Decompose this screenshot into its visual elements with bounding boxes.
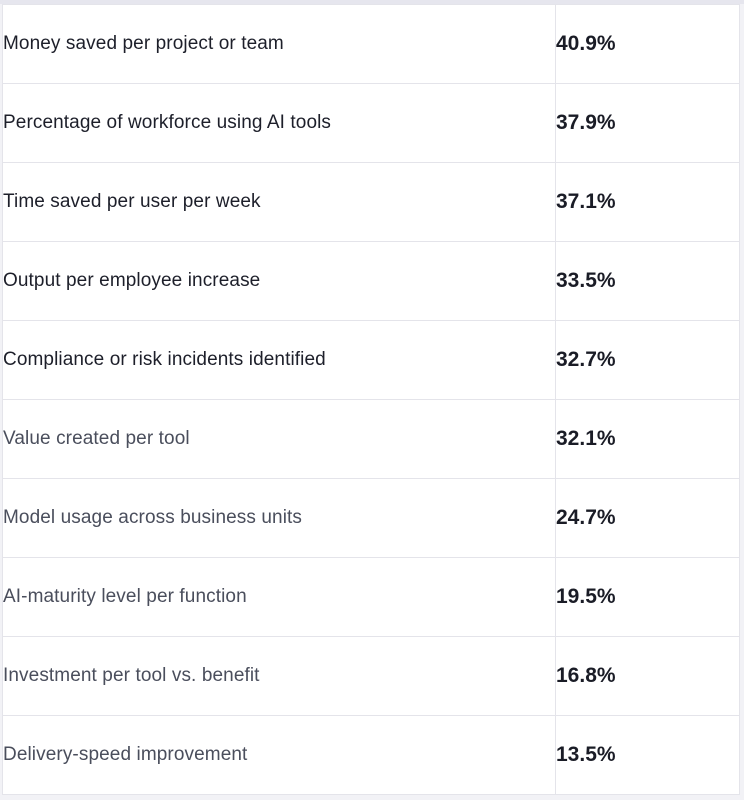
metrics-table: Money saved per project or team 40.9% Pe… xyxy=(2,4,740,795)
metric-label: Output per employee increase xyxy=(2,241,556,321)
metric-label: AI-maturity level per function xyxy=(2,557,556,637)
metric-value: 19.5% xyxy=(555,557,740,637)
metric-value: 37.9% xyxy=(555,83,740,163)
metric-label: Money saved per project or team xyxy=(2,4,556,84)
metric-label: Value created per tool xyxy=(2,399,556,479)
metric-value: 13.5% xyxy=(555,715,740,795)
metric-label: Time saved per user per week xyxy=(2,162,556,242)
table-row: AI-maturity level per function 19.5% xyxy=(2,557,740,637)
metric-label: Percentage of workforce using AI tools xyxy=(2,83,556,163)
table-row: Model usage across business units 24.7% xyxy=(2,478,740,558)
table-row: Percentage of workforce using AI tools 3… xyxy=(2,83,740,163)
metric-value: 16.8% xyxy=(555,636,740,716)
table-row: Output per employee increase 33.5% xyxy=(2,241,740,321)
table-row: Money saved per project or team 40.9% xyxy=(2,4,740,84)
metric-label: Delivery-speed improvement xyxy=(2,715,556,795)
table-row: Delivery-speed improvement 13.5% xyxy=(2,715,740,795)
metric-label: Compliance or risk incidents identified xyxy=(2,320,556,400)
table-row: Time saved per user per week 37.1% xyxy=(2,162,740,242)
metric-value: 37.1% xyxy=(555,162,740,242)
table-row: Value created per tool 32.1% xyxy=(2,399,740,479)
top-strip xyxy=(0,0,744,4)
metric-value: 32.7% xyxy=(555,320,740,400)
metric-value: 24.7% xyxy=(555,478,740,558)
metric-value: 33.5% xyxy=(555,241,740,321)
table-row: Compliance or risk incidents identified … xyxy=(2,320,740,400)
table-row: Investment per tool vs. benefit 16.8% xyxy=(2,636,740,716)
metric-value: 32.1% xyxy=(555,399,740,479)
metric-label: Investment per tool vs. benefit xyxy=(2,636,556,716)
metric-value: 40.9% xyxy=(555,4,740,84)
metric-label: Model usage across business units xyxy=(2,478,556,558)
